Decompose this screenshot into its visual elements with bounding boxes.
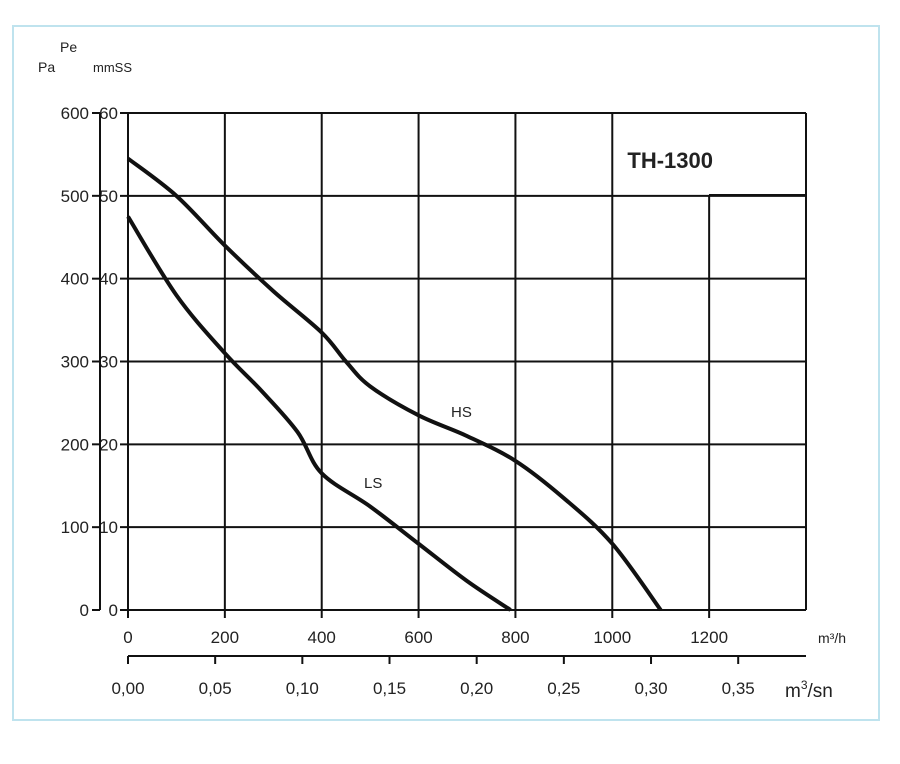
- x-tick-label: 200: [211, 628, 239, 647]
- curves: HS LS: [126, 156, 663, 612]
- chart-frame: [12, 25, 880, 721]
- x2-tick-label: 0,30: [634, 679, 667, 698]
- y-tick-label-mmss: 0: [109, 601, 118, 620]
- y-tick-label-mmss: 50: [99, 187, 118, 206]
- y-label-pe: Pe: [60, 39, 77, 55]
- x2-tick-label: 0,05: [199, 679, 232, 698]
- x-label-m3h: m³/h: [818, 630, 846, 646]
- y-tick-label-pa: 600: [61, 104, 89, 123]
- y-tick-label-pa: 200: [61, 435, 89, 454]
- chart-title: TH-1300: [627, 148, 713, 173]
- y-tick-label-mmss: 40: [99, 270, 118, 289]
- x-label-m3s: m3/sn: [785, 678, 833, 702]
- x-tick-label: 0: [123, 628, 132, 647]
- series-ls-line: [126, 215, 512, 612]
- series-label-hs: HS: [451, 404, 472, 421]
- x2-tick-label: 0,20: [460, 679, 493, 698]
- series-label-ls: LS: [364, 475, 382, 492]
- series-hs-line: [126, 156, 663, 612]
- x-tick-label: 800: [501, 628, 529, 647]
- y-tick-label-pa: 0: [80, 601, 89, 620]
- x2-tick-label: 0,15: [373, 679, 406, 698]
- y-tick-label-mmss: 20: [99, 435, 118, 454]
- x-tick-label: 600: [404, 628, 432, 647]
- y-tick-label-pa: 500: [61, 187, 89, 206]
- x2-tick-label: 0,10: [286, 679, 319, 698]
- x2-tick-label: 0,25: [547, 679, 580, 698]
- y-tick-label-mmss: 30: [99, 353, 118, 372]
- y-label-pa: Pa: [38, 59, 55, 75]
- x-tick-label: 1200: [690, 628, 728, 647]
- y-label-mmss: mmSS: [93, 60, 132, 75]
- title-box-mask: [712, 115, 804, 193]
- y-tick-label-pa: 300: [61, 353, 89, 372]
- y-tick-label-pa: 400: [61, 270, 89, 289]
- x-tick-label: 400: [308, 628, 336, 647]
- y-tick-label-pa: 100: [61, 518, 89, 537]
- x-tick-label: 1000: [593, 628, 631, 647]
- y-tick-label-mmss: 60: [99, 104, 118, 123]
- y-tick-label-mmss: 10: [99, 518, 118, 537]
- grid: [120, 112, 807, 618]
- x2-tick-label: 0,35: [722, 679, 755, 698]
- x2-tick-label: 0,00: [111, 679, 144, 698]
